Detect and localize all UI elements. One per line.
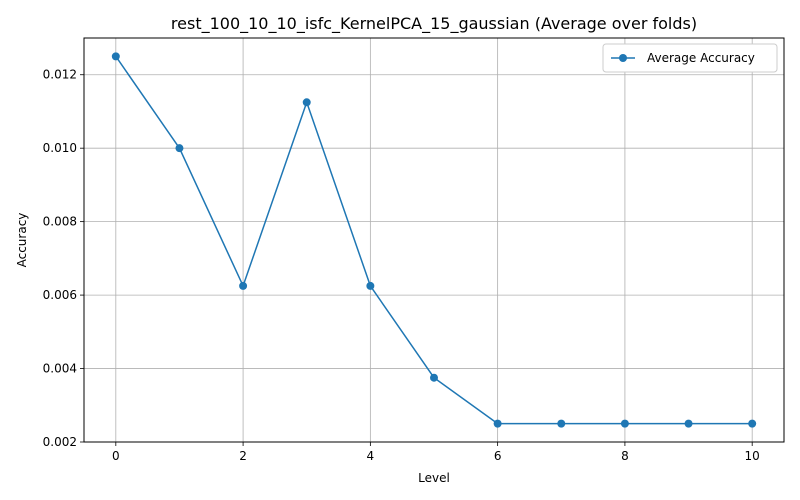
y-tick-label: 0.010: [43, 141, 77, 155]
legend-label: Average Accuracy: [647, 51, 755, 65]
y-tick-label: 0.004: [43, 362, 77, 376]
data-point: [366, 281, 375, 290]
x-tick-label: 0: [112, 449, 120, 463]
y-tick-label: 0.006: [43, 288, 77, 302]
y-tick-label: 0.002: [43, 435, 77, 449]
series-layer: [111, 52, 757, 428]
x-tick-label: 6: [494, 449, 502, 463]
data-point: [239, 281, 248, 290]
data-point: [430, 373, 438, 382]
legend-marker-sample: [619, 54, 627, 62]
x-tick-label: 8: [621, 449, 629, 463]
x-tick-label: 4: [367, 449, 375, 463]
y-tick-label: 0.012: [43, 68, 77, 82]
y-axis-label: Accuracy: [15, 213, 29, 268]
data-point: [684, 419, 693, 428]
y-axis-ticks: 0.002 0.004 0.006 0.008 0.010 0.012: [43, 68, 84, 449]
data-point: [620, 419, 629, 428]
data-point: [175, 144, 184, 153]
data-point: [557, 419, 566, 428]
x-tick-label: 10: [745, 449, 760, 463]
data-point: [493, 419, 502, 428]
y-tick-label: 0.008: [43, 215, 77, 229]
data-point: [748, 419, 757, 428]
chart-title: rest_100_10_10_isfc_KernelPCA_15_gaussia…: [171, 14, 697, 34]
x-tick-label: 2: [239, 449, 247, 463]
plot-frame: [83, 37, 785, 443]
x-axis-label: Level: [418, 471, 450, 485]
legend: Average Accuracy: [602, 43, 778, 73]
x-axis-ticks: 0 2 4 6 8 10: [112, 442, 760, 463]
data-point: [111, 52, 120, 61]
legend-box: [602, 43, 778, 73]
data-point: [302, 98, 311, 107]
